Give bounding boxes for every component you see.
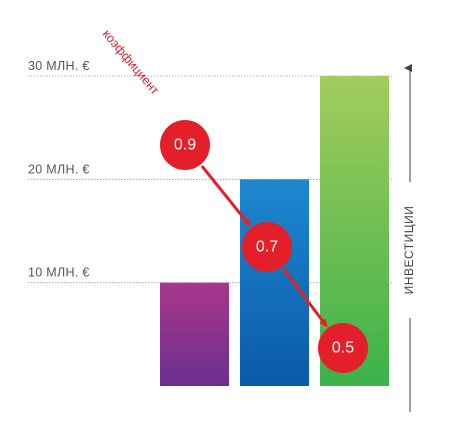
coefficient-badge-2: 0.7: [242, 222, 292, 272]
badge-value: 0.7: [256, 239, 278, 256]
coefficient-arrow-1: [200, 165, 251, 227]
coefficient-arrows: [200, 165, 328, 328]
badge-circle: [160, 120, 210, 170]
coefficient-badge-3: 0.5: [318, 323, 368, 373]
y-axis: ИНВЕСТИЦИИ: [402, 64, 416, 412]
badge-value: 0.9: [174, 137, 196, 154]
coefficient-arrow-2: [282, 267, 328, 328]
y-tick-label: 10 МЛН. €: [28, 266, 90, 280]
y-tick-labels: 10 МЛН. € 20 МЛН. € 30 МЛН. €: [28, 59, 90, 280]
y-tick-label: 20 МЛН. €: [28, 162, 90, 176]
y-axis-label: ИНВЕСТИЦИИ: [402, 206, 416, 295]
badge-circle: [242, 222, 292, 272]
bar-2: [240, 179, 309, 386]
bar-1: [160, 282, 229, 386]
badge-value: 0.5: [332, 340, 354, 357]
coefficient-title: коэффициент: [100, 27, 162, 98]
badge-circle: [318, 323, 368, 373]
coefficient-badges: 0.9 0.7 0.5: [160, 120, 368, 373]
coefficient-badge-1: 0.9: [160, 120, 210, 170]
y-tick-label: 30 МЛН. €: [28, 59, 90, 73]
